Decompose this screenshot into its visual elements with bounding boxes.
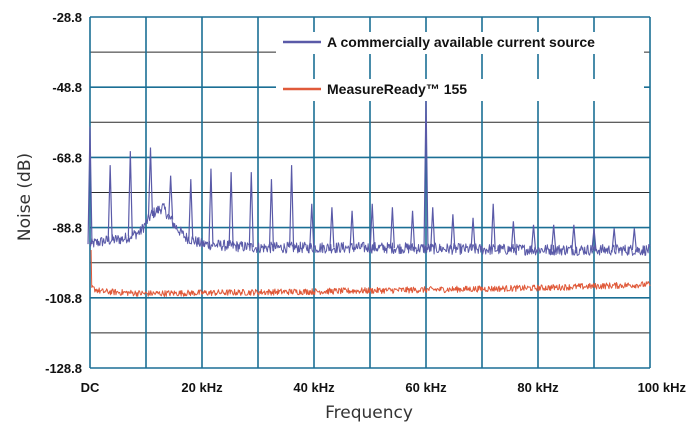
y-tick-label: -108.8 (45, 291, 82, 306)
legend-label: MeasureReady™ 155 (327, 81, 467, 97)
x-tick-label: 60 kHz (405, 380, 447, 395)
grid (89, 16, 651, 369)
series-peak (369, 203, 375, 248)
series-peak (611, 228, 617, 250)
x-tick-label: 40 kHz (293, 380, 335, 395)
series-peak (208, 168, 214, 245)
series-peak (349, 210, 355, 248)
y-tick-label: -68.8 (52, 150, 82, 165)
series-peak (631, 228, 637, 251)
tick-labels: -28.8 -48.8 -68.8 -88.8 -108.8 -128.8 DC 20 kHz… (45, 10, 686, 395)
series-peak (87, 126, 93, 245)
series-peak (510, 221, 516, 250)
series-peak (551, 224, 557, 250)
series-peak (430, 207, 436, 249)
y-axis-label: Noise (dB) (15, 153, 35, 241)
series-peak (289, 165, 295, 248)
legend-bg (276, 32, 644, 54)
series-peak (188, 179, 194, 240)
series-peak (107, 165, 113, 241)
series-peak (127, 151, 133, 237)
series-line (90, 249, 651, 297)
series-peak (147, 147, 154, 217)
series-peak (248, 172, 254, 248)
y-tick-label: -28.8 (52, 10, 82, 25)
series-peak (329, 207, 335, 248)
series-peak (410, 210, 416, 249)
series-peak (530, 224, 537, 250)
series-peak (228, 172, 234, 246)
series-peak (450, 214, 456, 249)
x-tick-label: 80 kHz (517, 380, 559, 395)
x-axis-label: Frequency (325, 403, 413, 423)
series-line (89, 203, 651, 256)
legend: A commercially available current source M… (276, 32, 644, 101)
x-tick-label: 100 kHz (638, 380, 687, 395)
series-peak (571, 224, 577, 250)
series-peak (268, 179, 274, 248)
x-tick-label: DC (81, 380, 100, 395)
series-peak (591, 228, 597, 250)
series-peak (168, 175, 174, 220)
legend-bg (276, 79, 644, 101)
series-peak (470, 217, 476, 250)
series-peak (309, 203, 315, 248)
legend-label: A commercially available current source (327, 34, 595, 50)
series-layer (87, 94, 651, 297)
x-tick-label: 20 kHz (181, 380, 223, 395)
series-peak (490, 203, 496, 250)
y-tick-label: -88.8 (52, 221, 82, 236)
y-tick-label: -128.8 (45, 361, 82, 376)
y-tick-label: -48.8 (52, 80, 82, 95)
series-peak (389, 207, 395, 248)
